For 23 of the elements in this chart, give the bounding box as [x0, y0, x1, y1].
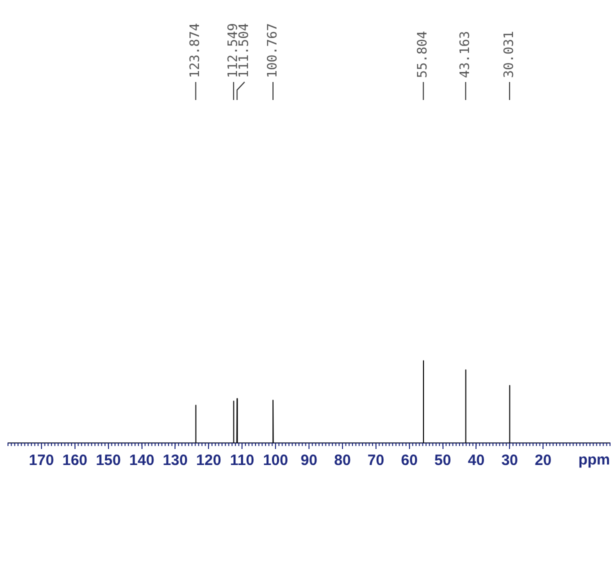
x-tick-label: 50	[434, 452, 452, 470]
x-tick-label: 170	[28, 452, 54, 470]
x-tick-label: 120	[196, 452, 222, 470]
x-tick-label: 30	[501, 452, 518, 470]
x-tick-label: 60	[400, 452, 418, 470]
text: 100.767	[265, 23, 280, 78]
x-tick-label: 80	[334, 452, 351, 470]
text: 55.804	[416, 30, 431, 78]
text: 111.504	[236, 23, 252, 78]
text: 123.874	[188, 23, 204, 78]
x-tick-label: 110	[230, 452, 254, 470]
x-tick-label: 130	[162, 452, 188, 470]
x-tick-label: 150	[96, 452, 121, 470]
text: 30.031	[502, 31, 517, 78]
x-tick-label: 100	[263, 452, 288, 470]
x-tick-label: 90	[300, 452, 318, 470]
x-tick-label: 70	[368, 452, 384, 470]
x-tick-label: 20	[534, 452, 552, 470]
x-tick-label: 160	[62, 452, 88, 470]
x-tick-label: 40	[468, 452, 485, 470]
text: 43.163	[458, 31, 474, 78]
x-tick-label: 140	[129, 452, 154, 470]
x-axis-title: ppm	[578, 452, 610, 469]
